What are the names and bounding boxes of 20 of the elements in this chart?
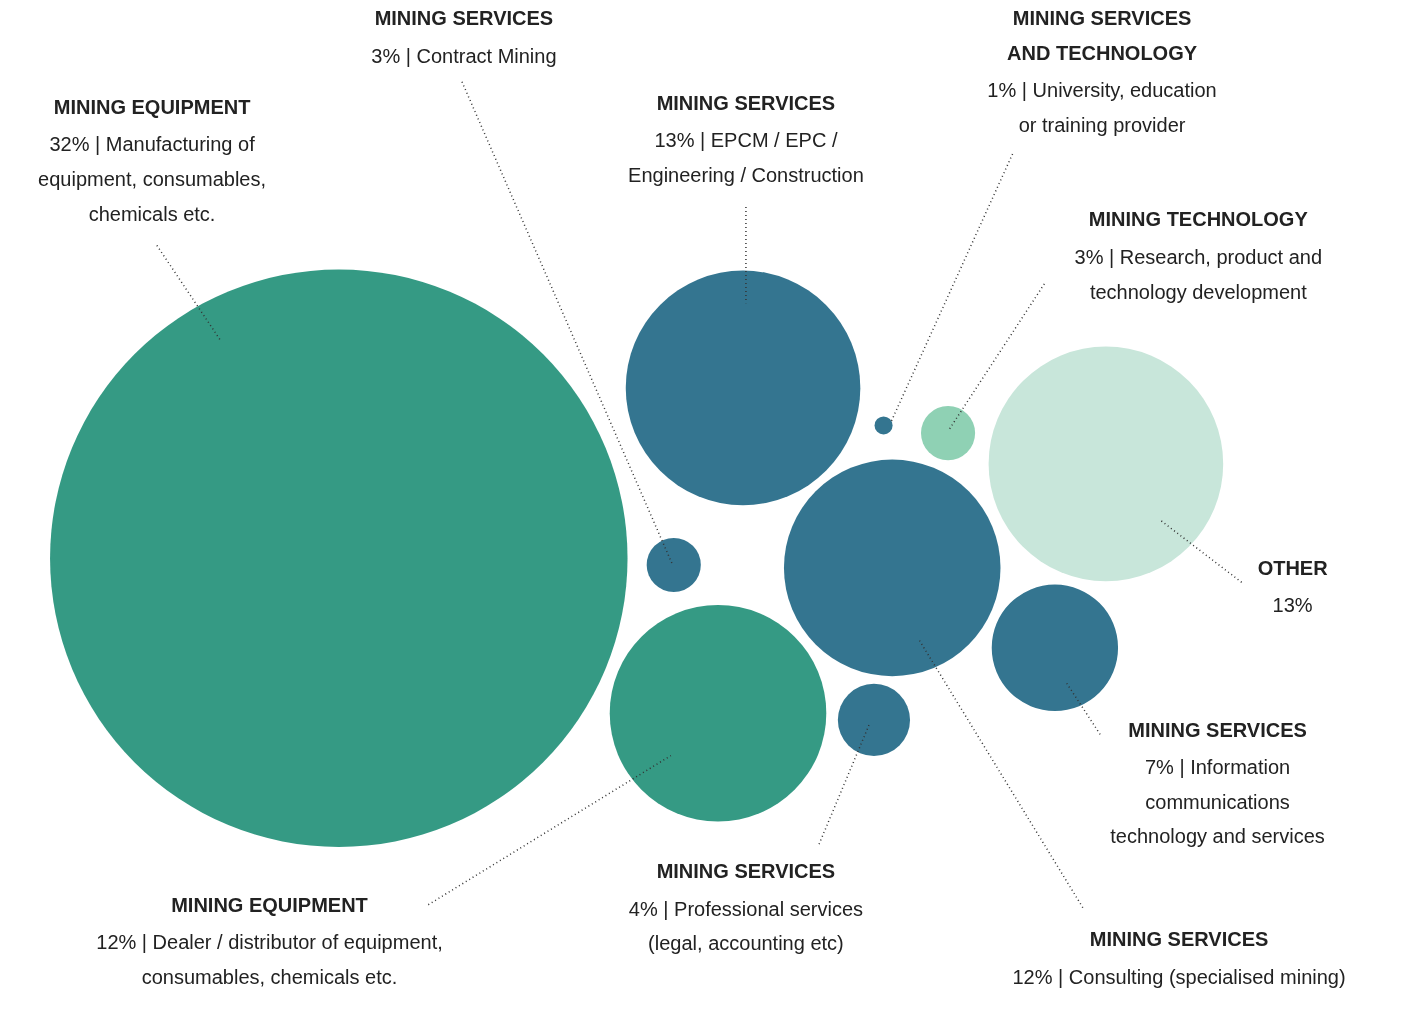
category-label: MINING SERVICES (656, 860, 836, 883)
data-label: 32% | Manufacturing of equipment, consumables, chemicals etc. (38, 133, 267, 225)
category-label: MINING SERVICES (374, 7, 554, 30)
data-label: 13% | EPCM / EPC / Engineering / Construction (628, 129, 864, 187)
category-label: MINING EQUIPMENT (171, 893, 368, 916)
data-label: 7% | Information communications technology and services (1110, 756, 1325, 848)
category-label: MINING TECHNOLOGY (1088, 208, 1309, 231)
data-label: 13% (1272, 594, 1313, 617)
category-label: MINING SERVICES (1128, 718, 1307, 741)
data-label: 1% | University, education or training provider (987, 79, 1217, 137)
category-label: MINING SERVICES (656, 91, 836, 114)
data-label: 4% | Professional services (legal, accounting etc) (628, 897, 864, 955)
category-label: MINING SERVICES (1089, 928, 1269, 951)
data-label: 12% | Dealer / distributor of equipment, consumables, chemicals etc. (96, 931, 443, 988)
data-label: 3% | Research, product and technology development (1074, 245, 1323, 303)
category-label: OTHER (1257, 556, 1329, 579)
data-label: 12% | Consulting (specialised mining) (1012, 965, 1346, 988)
category-label: MINING EQUIPMENT (53, 95, 251, 118)
category-label: MINING SERVICES AND TECHNOLOGY (1007, 7, 1198, 64)
data-label: 3% | Contract Mining (371, 44, 557, 67)
